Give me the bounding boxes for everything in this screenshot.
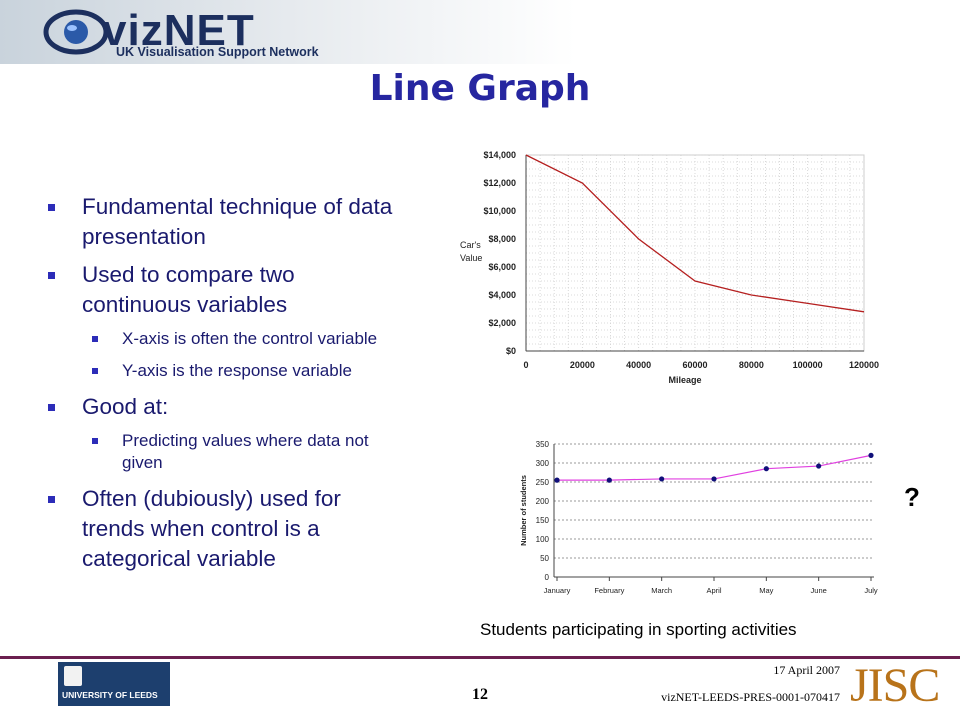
y-tick-label: 100: [536, 535, 550, 544]
data-point: [554, 477, 560, 483]
bullet-item: Y-axis is the response variable: [48, 360, 408, 382]
x-tick-label: 40000: [626, 360, 651, 370]
bullet-item: Predicting values where data not given: [48, 430, 408, 474]
bullet-square-icon: [92, 336, 98, 342]
x-tick-label: 60000: [682, 360, 707, 370]
footer-divider: [0, 656, 960, 659]
bullet-text: X-axis is often the control variable: [122, 329, 378, 348]
crest-icon: [64, 666, 82, 686]
bullet-square-icon: [48, 496, 55, 503]
y-tick-label: $0: [506, 346, 516, 356]
y-tick-label: 350: [536, 440, 550, 449]
bullet-item: X-axis is often the control variable: [48, 328, 408, 350]
y-tick-label: 250: [536, 478, 550, 487]
bullet-item: Often (dubiously) used for trends when c…: [48, 484, 408, 574]
y-tick-label: 200: [536, 497, 550, 506]
bullet-item: Used to compare two continuous variables: [48, 260, 408, 320]
x-tick-label: 20000: [570, 360, 595, 370]
university-name: UNIVERSITY OF LEEDS: [62, 690, 158, 700]
y-tick-label: 300: [536, 459, 550, 468]
logo-subtitle: UK Visualisation Support Network: [116, 45, 319, 59]
x-tick-label: July: [864, 586, 878, 595]
y-tick-label: $12,000: [483, 178, 516, 188]
bullet-text: Predicting values where data not given: [122, 431, 369, 472]
chart-caption: Students participating in sporting activ…: [480, 620, 797, 639]
series-line: [525, 154, 865, 313]
bullet-square-icon: [92, 438, 98, 444]
x-tick-label: 80000: [739, 360, 764, 370]
y-axis-label: Car's: [460, 240, 481, 250]
page-number: 12: [472, 686, 488, 703]
viznet-logo: vizNET UK Visualisation Support Network: [40, 6, 340, 60]
x-tick-label: 120000: [849, 360, 879, 370]
bullet-text: Used to compare two continuous variables: [82, 262, 295, 317]
globe-icon: [43, 9, 109, 55]
header-banner: vizNET UK Visualisation Support Network: [0, 0, 960, 64]
y-tick-label: 0: [545, 573, 550, 582]
y-tick-label: $10,000: [483, 206, 516, 216]
x-tick-label: March: [651, 586, 672, 595]
data-point: [606, 477, 612, 483]
y-tick-label: $6,000: [488, 262, 516, 272]
bullet-text: Y-axis is the response variable: [122, 361, 352, 380]
bullet-square-icon: [48, 204, 55, 211]
y-tick-label: $2,000: [488, 318, 516, 328]
jisc-logo: JISC: [850, 659, 940, 712]
document-reference: vizNET-LEEDS-PRES-0001-070417: [661, 690, 840, 704]
y-tick-label: $4,000: [488, 290, 516, 300]
bullet-list: Fundamental technique of data presentati…: [48, 192, 408, 582]
data-point: [659, 476, 665, 482]
x-tick-label: June: [811, 586, 827, 595]
bullet-square-icon: [48, 272, 55, 279]
bullet-square-icon: [92, 368, 98, 374]
x-tick-label: January: [544, 586, 571, 595]
data-point: [763, 466, 769, 472]
question-mark: ?: [904, 482, 920, 512]
car-value-line-chart: 0 20000 40000 60000 80000 100000 120000 $0 $2,00…: [460, 150, 879, 385]
x-tick-label: April: [706, 586, 721, 595]
y-tick-label: $8,000: [488, 234, 516, 244]
bullet-item: Good at:: [48, 392, 408, 422]
y-axis-label: Value: [460, 253, 482, 263]
data-point: [868, 452, 874, 458]
bullet-text: Good at:: [82, 394, 169, 419]
bullet-text: Often (dubiously) used for trends when c…: [82, 486, 341, 571]
x-axis-label: Mileage: [668, 375, 701, 385]
y-axis-label: Number of students: [519, 475, 528, 546]
university-logo: UNIVERSITY OF LEEDS: [58, 662, 170, 706]
bullet-item: Fundamental technique of data presentati…: [48, 192, 408, 252]
y-tick-label: 50: [540, 554, 549, 563]
slide-title: Line Graph: [369, 68, 591, 109]
x-tick-label: 100000: [793, 360, 823, 370]
bullet-square-icon: [48, 404, 55, 411]
x-tick-label: 0: [523, 360, 528, 370]
logo-wordmark: vizNET: [102, 6, 255, 55]
y-tick-label: 150: [536, 516, 550, 525]
bullet-text: Fundamental technique of data presentati…: [82, 194, 393, 249]
x-tick-label: February: [594, 586, 624, 595]
y-tick-label: $14,000: [483, 150, 516, 160]
data-point: [711, 476, 717, 482]
footer-date: 17 April 2007: [773, 663, 840, 677]
data-point: [816, 463, 822, 469]
students-line-chart: 0 50 100 150 200 250 300 350 January February Marc…: [519, 440, 878, 595]
x-tick-label: May: [759, 586, 773, 595]
